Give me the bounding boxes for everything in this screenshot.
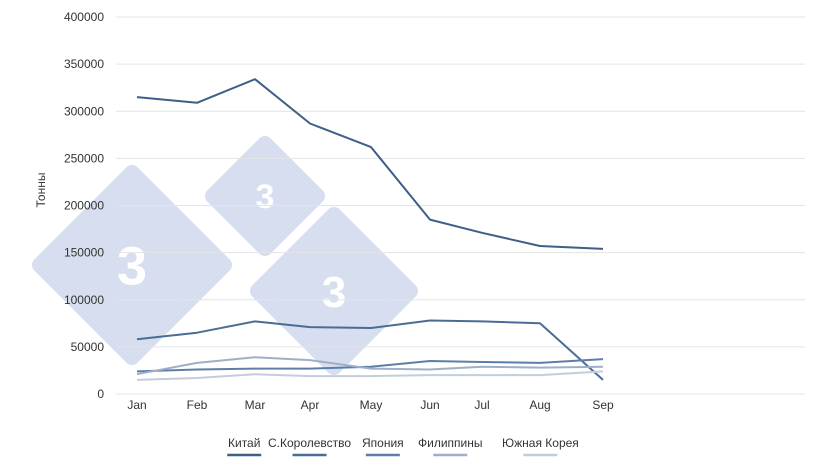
series-line-3	[136, 358, 604, 373]
y-tick-label: 100000	[64, 293, 104, 307]
y-tick-label: 150000	[64, 246, 104, 260]
legend-label-2: С.Королевство	[268, 436, 351, 450]
y-tick-label: 0	[97, 387, 104, 401]
watermark-diamond	[205, 136, 325, 256]
x-tick-label: Mar	[245, 398, 266, 412]
y-tick-label: 350000	[64, 57, 104, 71]
y-axis-ticks: 0 50000 100000 150000 200000 250000 300000 3500…	[64, 10, 104, 401]
y-axis-label: Тонны	[34, 173, 48, 208]
legend-label-4: Филиппины	[418, 436, 482, 450]
gridlines	[116, 16, 805, 395]
watermark-diamond	[32, 165, 232, 365]
watermark-digit: 3	[117, 236, 147, 296]
x-tick-label: Apr	[301, 398, 320, 412]
series-line-5	[136, 370, 604, 381]
y-tick-label: 300000	[64, 104, 104, 118]
x-tick-label: Jun	[420, 398, 439, 412]
series-line-2	[136, 319, 604, 381]
y-tick-label: 50000	[71, 340, 105, 354]
series-line-4	[136, 356, 604, 376]
legend-label-5: Южная Корея	[502, 436, 579, 450]
watermark-logo: 3 3 3	[32, 136, 418, 375]
x-tick-label: May	[360, 398, 383, 412]
x-tick-label: Jul	[474, 398, 489, 412]
y-tick-label: 400000	[64, 10, 104, 24]
x-tick-label: Feb	[187, 398, 208, 412]
series-lines	[136, 78, 604, 381]
watermark-digit: 3	[256, 178, 275, 216]
x-tick-label: Jan	[127, 398, 146, 412]
watermark-digit: 3	[322, 268, 346, 317]
legend: Китай С.Королевство Япония Филиппины Южная К…	[227, 436, 579, 457]
x-axis-ticks: Jan Feb Mar Apr May Jun Jul Aug Sep	[127, 398, 614, 412]
x-tick-label: Sep	[592, 398, 614, 412]
y-tick-label: 250000	[64, 151, 104, 165]
series-line-1	[136, 78, 604, 250]
legend-label-1: Китай	[228, 436, 260, 450]
y-tick-label: 200000	[64, 199, 104, 213]
legend-label-3: Япония	[362, 436, 404, 450]
x-tick-label: Aug	[529, 398, 550, 412]
